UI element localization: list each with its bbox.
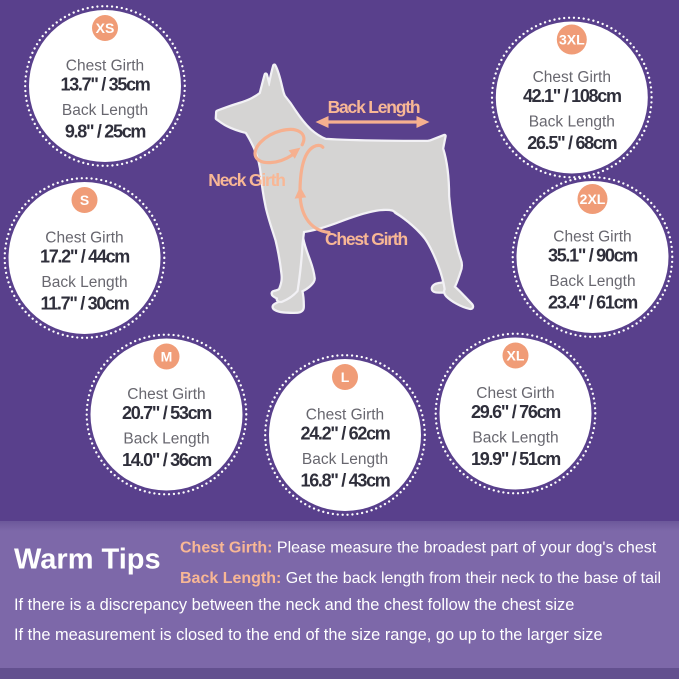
svg-text:If the measurement is closed t: If the measurement is closed to the end … [14, 626, 603, 644]
svg-text:Back Length: Back Length [41, 274, 127, 291]
svg-text:17.2" / 44cm: 17.2" / 44cm [40, 247, 129, 267]
svg-text:3XL: 3XL [559, 32, 585, 48]
svg-text:Chest Girth: Please measure th: Chest Girth: Please measure the broadest… [180, 540, 657, 557]
svg-text:23.4" / 61cm: 23.4" / 61cm [548, 293, 637, 313]
svg-text:Back Length: Back Length [328, 97, 420, 117]
svg-text:42.1" / 108cm: 42.1" / 108cm [523, 86, 621, 106]
svg-text:2XL: 2XL [580, 191, 606, 207]
svg-text:14.0" / 36cm: 14.0" / 36cm [122, 450, 211, 470]
svg-text:26.5" / 68cm: 26.5" / 68cm [527, 133, 616, 153]
svg-text:XS: XS [96, 20, 115, 36]
svg-text:Chest Girth: Chest Girth [66, 58, 144, 75]
svg-text:35.1" / 90cm: 35.1" / 90cm [548, 246, 637, 266]
svg-text:Back Length: Back Length [472, 430, 558, 447]
svg-text:XL: XL [507, 348, 525, 364]
svg-text:29.6" / 76cm: 29.6" / 76cm [471, 402, 560, 422]
svg-text:Warm Tips: Warm Tips [14, 544, 161, 576]
svg-text:Chest Girth: Chest Girth [553, 229, 631, 246]
svg-text:L: L [341, 369, 350, 385]
svg-text:13.7" / 35cm: 13.7" / 35cm [60, 75, 149, 95]
svg-text:Chest Girth: Chest Girth [533, 69, 611, 86]
svg-text:M: M [161, 349, 173, 365]
svg-text:9.8" / 25cm: 9.8" / 25cm [65, 122, 146, 142]
svg-text:Chest Girth: Chest Girth [306, 407, 384, 424]
svg-text:Chest Girth: Chest Girth [127, 386, 205, 403]
svg-text:Neck Girth: Neck Girth [208, 170, 285, 190]
svg-text:S: S [80, 192, 89, 208]
svg-text:Back Length: Back Length [62, 102, 148, 119]
svg-text:If there is a discrepancy betw: If there is a discrepancy between the ne… [14, 596, 574, 614]
svg-text:20.7" / 53cm: 20.7" / 53cm [122, 403, 211, 423]
svg-text:19.9" / 51cm: 19.9" / 51cm [471, 449, 560, 469]
svg-text:Chest Girth: Chest Girth [476, 385, 554, 402]
svg-text:24.2" / 62cm: 24.2" / 62cm [300, 424, 389, 444]
svg-text:Back Length: Back Length [123, 431, 209, 448]
svg-text:Back Length: Back Length [549, 273, 635, 290]
svg-text:Chest Girth: Chest Girth [325, 229, 408, 249]
svg-text:Back Length: Back Length [529, 114, 615, 131]
svg-text:Chest Girth: Chest Girth [45, 230, 123, 247]
svg-text:11.7" / 30cm: 11.7" / 30cm [40, 294, 128, 314]
svg-text:Back Length: Back Length [302, 451, 388, 468]
svg-text:16.8" / 43cm: 16.8" / 43cm [300, 471, 389, 491]
svg-text:Back Length: Get the back leng: Back Length: Get the back length from th… [180, 570, 661, 587]
